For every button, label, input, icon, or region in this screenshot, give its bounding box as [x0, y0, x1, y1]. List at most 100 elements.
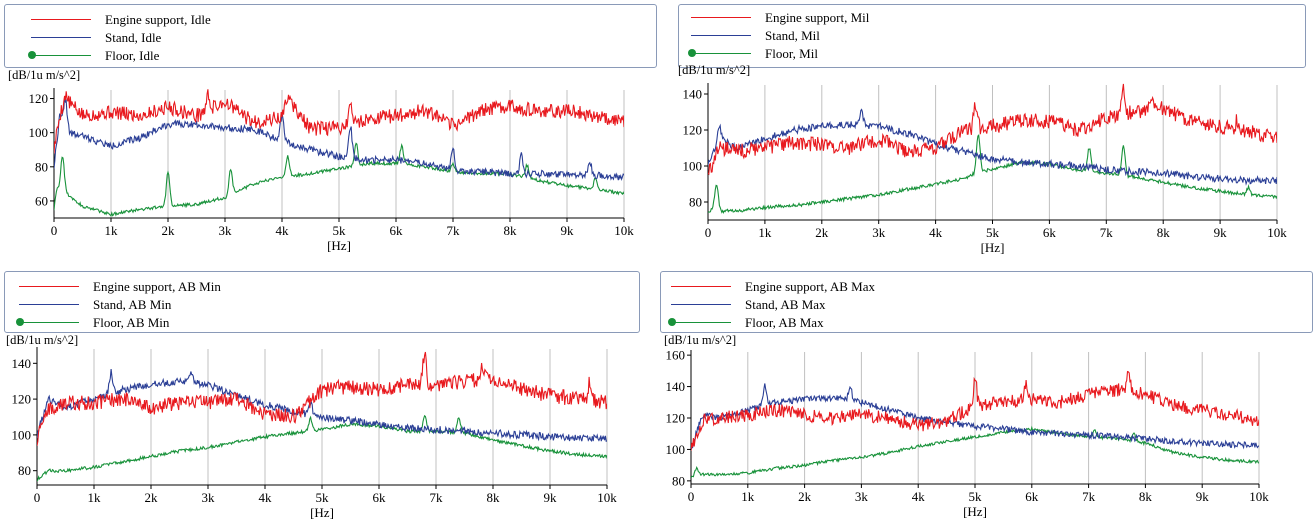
legend-label: Floor, AB Min	[93, 314, 170, 330]
x-axis-label: [Hz]	[310, 505, 334, 520]
plot-idle: 0 1k 2k 3k 4k 5k 6k 7k 8k 9k 10k 60 80 100 120 [Hz]	[29, 88, 634, 253]
x-tick-label: 8k	[504, 223, 518, 238]
legend-swatch	[685, 9, 757, 26]
x-tick-label: 1k	[88, 490, 102, 505]
y-tick-label: 100	[666, 442, 686, 457]
chart-panel-ab-max: Engine support, AB Max Stand, AB Max Flo…	[658, 268, 1315, 524]
series-line	[691, 425, 1259, 479]
legend-idle: Engine support, Idle Stand, Idle Floor, …	[4, 4, 657, 68]
series-line	[37, 368, 607, 442]
legend-label: Floor, Idle	[105, 47, 160, 63]
legend-swatch	[25, 11, 97, 28]
legend-item: Floor, AB Min	[13, 314, 169, 331]
series-line	[54, 97, 624, 182]
series-line	[37, 351, 607, 446]
x-tick-label: 0	[34, 490, 41, 505]
y-tick-label: 80	[35, 159, 48, 174]
y-axis-unit-label: [dB/1u m/s^2]	[8, 68, 81, 82]
series-line	[54, 142, 624, 217]
legend-label: Stand, AB Min	[93, 296, 172, 312]
series-line	[708, 108, 1277, 186]
legend-item: Engine support, Idle	[25, 11, 211, 28]
x-tick-label: 0	[705, 225, 712, 240]
x-tick-label: 6k	[1043, 225, 1057, 240]
legend-label: Stand, Idle	[105, 29, 162, 45]
legend-item: Stand, AB Max	[665, 296, 826, 313]
legend-swatch	[665, 278, 737, 295]
legend-item: Stand, Idle	[25, 29, 161, 46]
y-tick-label: 80	[689, 195, 702, 210]
legend-ab-max: Engine support, AB Max Stand, AB Max Flo…	[660, 271, 1313, 333]
x-tick-label: 9k	[1214, 225, 1228, 240]
y-tick-label: 100	[12, 427, 32, 442]
x-tick-label: 3k	[855, 489, 869, 504]
chart-panel-mil: Engine support, Mil Stand, Mil Floor, Mi…	[658, 0, 1315, 262]
legend-label: Floor, Mil	[765, 45, 818, 61]
x-tick-label: 2k	[815, 225, 829, 240]
legend-swatch	[13, 296, 85, 313]
plot-ab-min: 0 1k 2k 3k 4k 5k 6k 7k 8k 9k 10k 80 100 120 140 [Hz]	[12, 347, 617, 520]
x-tick-label: 7k	[447, 223, 461, 238]
series-line	[54, 89, 624, 154]
legend-item: Stand, Mil	[685, 27, 820, 44]
x-tick-label: 9k	[544, 490, 558, 505]
y-tick-label: 120	[29, 91, 49, 106]
y-axis-unit-label: [dB/1u m/s^2]	[678, 63, 751, 77]
x-tick-label: 3k	[219, 223, 233, 238]
x-tick-label: 2k	[798, 489, 812, 504]
x-tick-label: 5k	[986, 225, 1000, 240]
x-tick-label: 0	[688, 489, 695, 504]
legend-label: Engine support, Mil	[765, 9, 870, 25]
x-tick-label: 8k	[487, 490, 501, 505]
legend-swatch	[665, 314, 737, 331]
x-tick-label: 6k	[390, 223, 404, 238]
x-tick-label: 8k	[1139, 489, 1153, 504]
legend-item: Engine support, AB Min	[13, 278, 221, 295]
x-tick-label: 6k	[373, 490, 387, 505]
legend-item: Engine support, Mil	[685, 9, 869, 26]
y-tick-label: 60	[35, 193, 48, 208]
x-tick-label: 10k	[597, 490, 617, 505]
series-line	[37, 414, 607, 482]
legend-swatch	[25, 47, 97, 64]
x-tick-label: 5k	[969, 489, 983, 504]
legend-swatch	[685, 27, 757, 44]
x-tick-label: 3k	[202, 490, 216, 505]
x-tick-label: 10k	[1267, 225, 1287, 240]
x-tick-label: 6k	[1025, 489, 1039, 504]
y-tick-label: 80	[18, 463, 31, 478]
x-tick-label: 1k	[105, 223, 119, 238]
series-line	[708, 83, 1277, 176]
legend-swatch	[13, 314, 85, 331]
x-tick-label: 0	[51, 223, 58, 238]
y-tick-label: 100	[683, 159, 703, 174]
y-tick-label: 140	[683, 87, 703, 102]
legend-label: Engine support, AB Min	[93, 278, 221, 294]
x-tick-label: 7k	[1100, 225, 1114, 240]
x-tick-label: 2k	[162, 223, 176, 238]
x-tick-label: 1k	[741, 489, 755, 504]
chart-panel-idle: Engine support, Idle Stand, Idle Floor, …	[0, 0, 657, 262]
y-tick-label: 120	[666, 411, 686, 426]
x-tick-label: 1k	[758, 225, 772, 240]
y-tick-label: 140	[12, 356, 32, 371]
y-axis-unit-label: [dB/1u m/s^2]	[664, 333, 737, 347]
x-tick-label: 7k	[430, 490, 444, 505]
chart-panel-ab-min: Engine support, AB Min Stand, AB Min Flo…	[0, 268, 655, 524]
legend-swatch	[665, 296, 737, 313]
legend-label: Stand, AB Max	[745, 296, 826, 312]
legend-label: Stand, Mil	[765, 27, 820, 43]
x-axis-label: [Hz]	[327, 238, 351, 253]
x-tick-label: 4k	[276, 223, 290, 238]
legend-label: Engine support, Idle	[105, 11, 211, 27]
x-tick-label: 5k	[316, 490, 330, 505]
y-tick-label: 140	[666, 379, 686, 394]
x-tick-label: 10k	[614, 223, 634, 238]
x-tick-label: 3k	[872, 225, 886, 240]
legend-swatch	[13, 278, 85, 295]
legend-item: Engine support, AB Max	[665, 278, 875, 295]
legend-item: Floor, Mil	[685, 45, 818, 62]
legend-item: Floor, AB Max	[665, 314, 824, 331]
legend-swatch	[25, 29, 97, 46]
x-tick-label: 9k	[1196, 489, 1210, 504]
